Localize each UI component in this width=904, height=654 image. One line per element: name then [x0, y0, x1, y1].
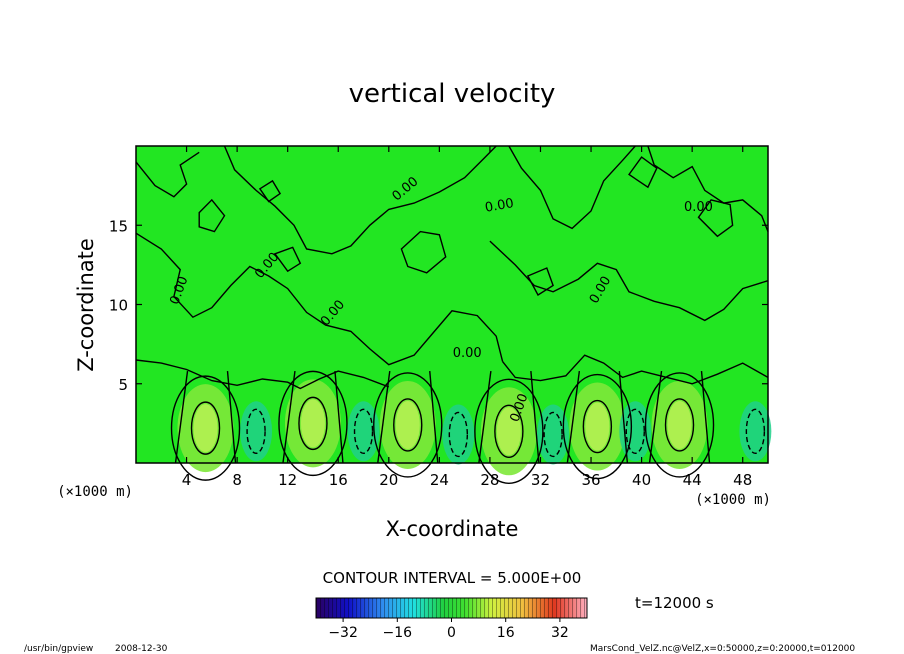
updraft-inner-contour — [298, 396, 328, 451]
contour-line — [647, 145, 769, 232]
contour-loop — [526, 267, 554, 296]
x-tick-label: 8 — [232, 471, 242, 489]
updraft-inner-contour — [494, 404, 524, 458]
contour-loop — [628, 156, 658, 189]
downdraft-contour — [625, 408, 645, 454]
contour-loop — [258, 179, 282, 203]
downdraft-cell — [537, 404, 570, 465]
downdraft-contour — [448, 411, 469, 458]
contour-loop — [273, 246, 302, 273]
updraft-core — [193, 404, 218, 453]
updraft-contour — [373, 372, 443, 478]
contour-line — [135, 151, 200, 198]
downdraft-cell — [347, 401, 380, 462]
colorbar-tick-label: −32 — [328, 625, 358, 641]
contour-value-label: 0.00 — [684, 200, 713, 215]
x-axis-unit-right: (×1000 m) — [695, 492, 771, 508]
downdraft-contour — [543, 411, 563, 458]
x-axis-unit-left: (×1000 m) — [57, 484, 133, 500]
updraft-contour — [278, 370, 348, 477]
colorbar-ticks: −32 −16 0 16 32 — [328, 618, 569, 641]
x-tick-label: 4 — [182, 471, 192, 489]
x-tick-label: 32 — [531, 471, 550, 489]
chart-title: vertical velocity — [349, 79, 556, 109]
updraft-contour — [644, 372, 715, 478]
time-label: t=12000 s — [635, 594, 714, 612]
column-contour — [377, 370, 391, 464]
downdraft-contour — [745, 408, 766, 454]
updraft-core — [300, 399, 325, 448]
column-contour — [618, 371, 629, 464]
updraft-inner-contour — [582, 399, 613, 454]
column-contour — [530, 371, 540, 464]
updraft-core — [585, 402, 610, 451]
colorbar-tick-label: 16 — [497, 625, 515, 641]
x-tick-label: 48 — [733, 471, 752, 489]
downdraft-cell — [240, 401, 273, 462]
colorbar-stripes — [316, 598, 587, 618]
column-contour — [334, 371, 344, 464]
column-contour — [478, 370, 492, 464]
contour-line — [135, 232, 504, 366]
y-tick-label: 15 — [109, 217, 128, 235]
column-contour — [226, 371, 237, 464]
updraft-contour — [562, 373, 633, 480]
contour-lines — [135, 145, 769, 484]
column-contour — [648, 370, 663, 464]
column-contour — [700, 371, 711, 464]
footer-program: /usr/bin/gpview — [24, 644, 93, 654]
y-tick-label: 10 — [109, 297, 128, 315]
column-contour — [282, 370, 296, 464]
updraft-inner-contour — [664, 398, 695, 452]
contour-value-label: 0.00 — [453, 346, 482, 361]
x-tick-label: 44 — [683, 471, 702, 489]
updraft-contour — [474, 378, 544, 484]
contour-line — [502, 354, 769, 385]
x-axis-ticks: 4 8 12 16 20 24 28 32 36 40 44 48 — [182, 146, 752, 489]
colorbar-tick-label: 32 — [551, 625, 569, 641]
velocity-shading — [177, 379, 772, 476]
updraft-inner-contour — [190, 401, 221, 455]
y-axis-label: Z-coordinate — [74, 238, 98, 372]
x-tick-label: 28 — [480, 471, 499, 489]
y-axis-ticks: 5 10 15 — [109, 217, 768, 394]
colorbar: −32 −16 0 16 32 — [315, 597, 588, 641]
updraft-contour — [170, 375, 241, 481]
updraft-core — [667, 400, 692, 449]
x-tick-label: 20 — [379, 471, 398, 489]
contour-loop — [198, 198, 226, 233]
x-tick-label: 24 — [430, 471, 449, 489]
contour-interval-label: CONTOUR INTERVAL = 5.000E+00 — [323, 569, 582, 587]
colorbar-tick-label: −16 — [383, 625, 413, 641]
downdraft-contour — [353, 408, 374, 454]
contour-loop — [400, 230, 447, 274]
x-tick-label: 12 — [278, 471, 297, 489]
contour-line — [489, 240, 769, 322]
footer-date: 2008-12-30 — [115, 644, 168, 654]
column-contour — [566, 370, 581, 464]
y-tick-label: 5 — [118, 376, 128, 394]
downdraft-cell — [739, 401, 772, 462]
x-tick-label: 36 — [581, 471, 600, 489]
column-contour — [429, 371, 439, 464]
colorbar-tick-label: 0 — [447, 625, 456, 641]
column-contour — [174, 370, 189, 464]
updraft-inner-contour — [393, 398, 423, 452]
contour-loop — [697, 199, 734, 238]
updraft-core — [496, 407, 521, 456]
x-tick-label: 16 — [329, 471, 348, 489]
contour-line — [223, 145, 497, 255]
footer-source: MarsCond_VelZ.nc@VelZ,x=0:50000,z=0:2000… — [590, 644, 855, 654]
x-tick-label: 40 — [632, 471, 651, 489]
contour-value-label: 0.00 — [484, 196, 515, 216]
downdraft-contour — [246, 408, 266, 454]
x-axis-label: X-coordinate — [386, 517, 519, 541]
contour-line — [508, 145, 636, 230]
updraft-core — [395, 400, 420, 449]
downdraft-cell — [619, 401, 652, 462]
contour-line — [135, 359, 390, 390]
downdraft-cell — [442, 404, 475, 465]
